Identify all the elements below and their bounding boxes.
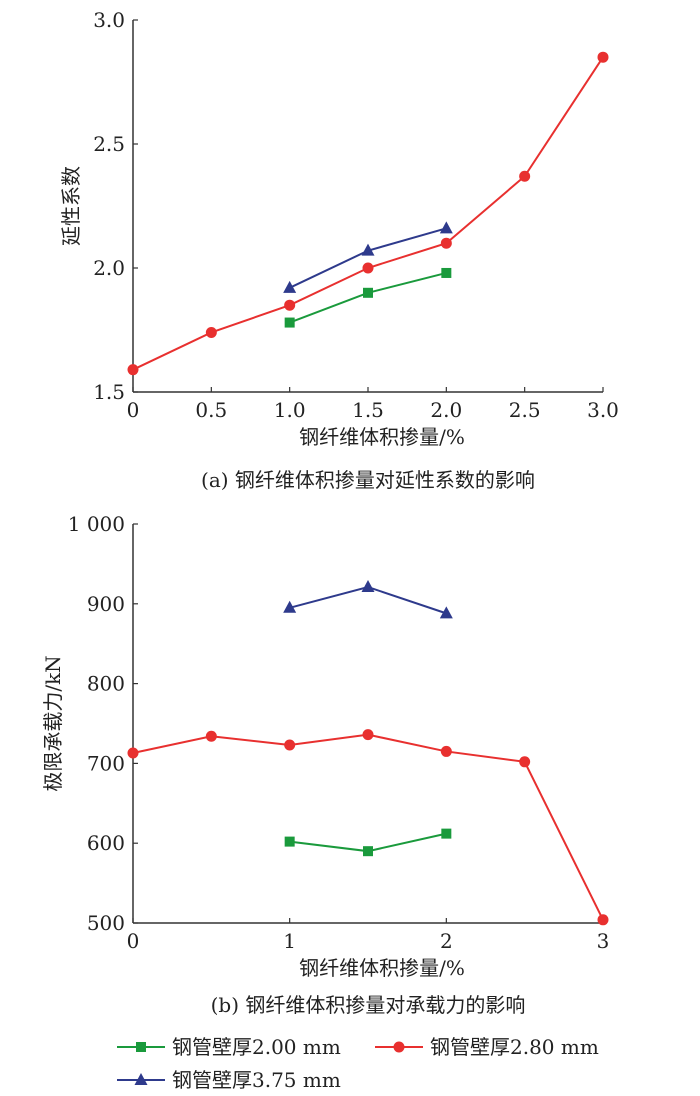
series-2-80mm-point bbox=[284, 739, 296, 751]
series-2-80mm-point bbox=[205, 326, 217, 338]
series-2-80mm-point bbox=[284, 299, 296, 311]
x-tick-label: 2 bbox=[440, 929, 453, 953]
y-tick-label: 500 bbox=[87, 911, 125, 935]
series-3-75mm-point bbox=[439, 221, 453, 234]
x-tick-label: 2.5 bbox=[509, 398, 541, 422]
series-2-00mm-point bbox=[363, 846, 373, 857]
y-axis-label: 延性系数 bbox=[59, 166, 83, 246]
series-3-75mm-point bbox=[361, 243, 375, 256]
legend: 钢管壁厚2.00 mm 钢管壁厚2.80 mm 钢管壁厚3.75 mm bbox=[117, 1035, 599, 1092]
x-tick-label: 2.0 bbox=[430, 398, 462, 422]
x-tick-label: 0.5 bbox=[195, 398, 227, 422]
y-tick-label: 2.0 bbox=[93, 256, 125, 280]
series-2-80mm-point bbox=[597, 914, 609, 926]
y-tick-label: 700 bbox=[87, 751, 125, 775]
series-3-75mm-point bbox=[283, 600, 297, 613]
series-2-80mm-line bbox=[132, 733, 604, 921]
series-3-75mm-point bbox=[361, 580, 375, 593]
chart-b-capacity: 0 1 2 3 500 600 700 800 900 1 000 钢纤维体积掺量/% 极限承载力/k… bbox=[41, 512, 609, 980]
x-axis-label: 钢纤维体积掺量/% bbox=[299, 956, 465, 980]
x-tick-label: 3 bbox=[597, 929, 610, 953]
series-2-80mm-line bbox=[132, 56, 604, 371]
x-tick-label: 0 bbox=[127, 929, 140, 953]
series-2-00mm-point bbox=[284, 317, 295, 328]
x-tick-label: 3.0 bbox=[587, 398, 619, 422]
legend-item-3-75mm-marker bbox=[134, 1073, 148, 1085]
series-2-80mm-point bbox=[440, 237, 452, 249]
legend-item-2-80mm-label: 钢管壁厚2.80 mm bbox=[430, 1035, 599, 1059]
series-2-80mm-point bbox=[440, 745, 452, 757]
series-2-00mm-point bbox=[284, 836, 295, 847]
legend-item-2-00mm-label: 钢管壁厚2.00 mm bbox=[172, 1035, 341, 1059]
series-2-80mm-point bbox=[519, 756, 531, 768]
series-2-80mm-point bbox=[519, 170, 531, 182]
legend-item-2-80mm-marker bbox=[393, 1041, 405, 1053]
chart-a-ductility: 0 0.5 1.0 1.5 2.0 2.5 3.0 1.5 2.0 2.5 3.0 钢纤维体积掺量/%… bbox=[59, 8, 619, 449]
x-tick-label: 1.0 bbox=[274, 398, 306, 422]
legend-item-2-00mm-marker bbox=[136, 1042, 146, 1052]
series-3-75mm-point bbox=[283, 280, 297, 293]
series-2-80mm-point bbox=[127, 364, 139, 376]
y-tick-label: 1 000 bbox=[68, 512, 125, 536]
y-tick-label: 800 bbox=[87, 672, 125, 696]
series-2-00mm-point bbox=[441, 828, 452, 839]
x-tick-label: 0 bbox=[127, 398, 140, 422]
series-2-80mm-point bbox=[127, 747, 139, 759]
series-2-00mm-point bbox=[363, 287, 373, 298]
chart-b-caption: (b) 钢纤维体积掺量对承载力的影响 bbox=[211, 993, 526, 1017]
series-2-80mm-point bbox=[362, 262, 374, 274]
series-2-80mm-point bbox=[597, 51, 609, 63]
series-2-00mm-point bbox=[441, 267, 452, 278]
y-axis-label: 极限承载力/kN bbox=[41, 655, 65, 791]
series-2-80mm-point bbox=[205, 730, 217, 742]
x-tick-label: 1 bbox=[283, 929, 296, 953]
y-tick-label: 3.0 bbox=[93, 8, 125, 32]
chart-a-caption: (a) 钢纤维体积掺量对延性系数的影响 bbox=[201, 468, 535, 492]
series-3-75mm-point bbox=[439, 606, 453, 619]
y-tick-label: 2.5 bbox=[93, 132, 125, 156]
y-tick-label: 600 bbox=[87, 831, 125, 855]
x-axis-label: 钢纤维体积掺量/% bbox=[299, 425, 465, 449]
y-tick-label: 1.5 bbox=[93, 380, 125, 404]
y-tick-label: 900 bbox=[87, 592, 125, 616]
legend-item-3-75mm-label: 钢管壁厚3.75 mm bbox=[172, 1068, 341, 1092]
series-2-80mm-point bbox=[362, 729, 374, 741]
x-tick-label: 1.5 bbox=[352, 398, 384, 422]
